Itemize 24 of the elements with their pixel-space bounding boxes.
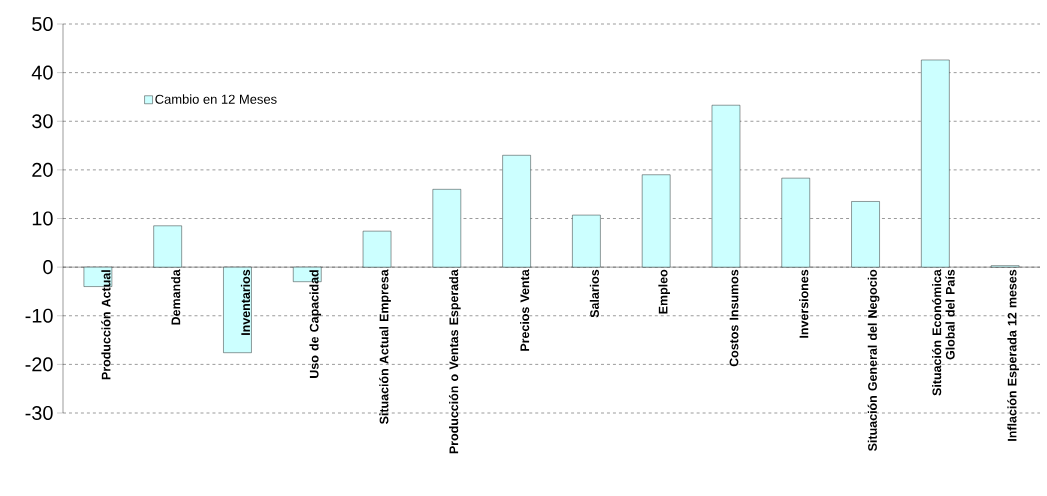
x-tick-label: Situación General del Negocio	[867, 269, 880, 451]
y-tick-label: 0	[43, 260, 53, 275]
x-tick-label: Inversiones	[799, 269, 809, 338]
y-tick-label: 30	[32, 114, 53, 129]
y-tick-label: 20	[32, 162, 53, 177]
x-tick-label: Inflación Esperada 12 meses	[1007, 269, 1019, 441]
x-tick-label: Inventarios	[240, 269, 251, 335]
x-tick-label: Producción o Ventas Esperada	[448, 269, 461, 454]
x-tick-label: Demanda	[171, 269, 181, 325]
x-tick-label: Situación Económica Global del País	[931, 269, 955, 396]
x-tick-label: Salarios	[589, 269, 599, 318]
x-tick-label: Producción Actual	[101, 270, 111, 380]
y-tick-label: -20	[25, 357, 53, 372]
y-tick-label: -30	[25, 405, 53, 421]
legend-label: Cambio en 12 Meses	[155, 94, 277, 104]
y-tick-label: 50	[32, 16, 53, 32]
y-tick-label: 40	[31, 65, 53, 80]
x-tick-label: Empleo	[658, 269, 670, 314]
y-tick-label: 10	[32, 211, 53, 226]
x-tick-label: Situación Actual Empresa	[379, 269, 391, 424]
x-tick-label: Precios Venta	[520, 269, 530, 351]
x-tick-label: Costos Insumos	[729, 269, 739, 367]
y-tick-label: -10	[25, 308, 53, 323]
x-tick-label: Uso de Capacidad	[309, 270, 322, 378]
